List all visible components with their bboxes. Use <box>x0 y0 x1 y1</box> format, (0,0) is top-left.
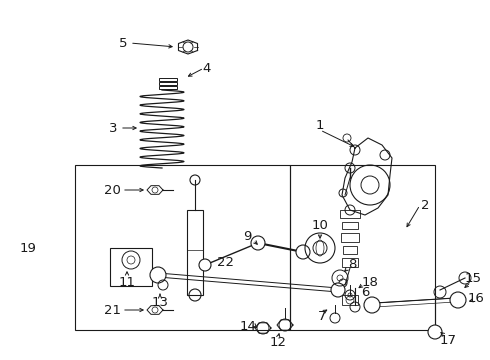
Bar <box>343 246 357 254</box>
Circle shape <box>331 283 345 297</box>
Bar <box>159 86 177 89</box>
Text: 2: 2 <box>421 198 429 212</box>
Circle shape <box>199 259 211 271</box>
Bar <box>159 82 177 85</box>
Text: 10: 10 <box>312 219 328 231</box>
Text: 5: 5 <box>119 36 127 50</box>
Bar <box>75 165 290 330</box>
Bar <box>342 258 358 267</box>
Text: 13: 13 <box>151 296 169 309</box>
Text: 17: 17 <box>440 333 457 346</box>
Text: 4: 4 <box>203 62 211 75</box>
Bar <box>342 222 358 229</box>
Text: 6: 6 <box>361 285 369 298</box>
Text: 3: 3 <box>109 122 117 135</box>
Text: 14: 14 <box>240 320 256 333</box>
Text: 11: 11 <box>119 275 136 288</box>
Bar <box>159 78 177 81</box>
Text: 18: 18 <box>362 275 378 288</box>
Bar <box>187 210 203 295</box>
Circle shape <box>296 245 310 259</box>
Text: 12: 12 <box>270 337 287 350</box>
Text: 20: 20 <box>103 184 121 197</box>
Circle shape <box>251 236 265 250</box>
Text: 7: 7 <box>318 310 326 323</box>
Text: 19: 19 <box>20 242 36 255</box>
Bar <box>341 233 359 242</box>
Circle shape <box>450 292 466 308</box>
Bar <box>342 295 358 305</box>
Bar <box>340 210 360 218</box>
Circle shape <box>428 325 442 339</box>
Text: 21: 21 <box>103 303 121 316</box>
Circle shape <box>150 267 166 283</box>
Text: 16: 16 <box>467 292 485 305</box>
Text: 9: 9 <box>243 230 251 243</box>
Bar <box>290 165 435 330</box>
Circle shape <box>364 297 380 313</box>
Text: 22: 22 <box>217 256 234 269</box>
Text: 15: 15 <box>465 271 482 284</box>
Text: 1: 1 <box>316 118 324 131</box>
Bar <box>110 248 152 286</box>
Text: 8: 8 <box>348 258 356 271</box>
